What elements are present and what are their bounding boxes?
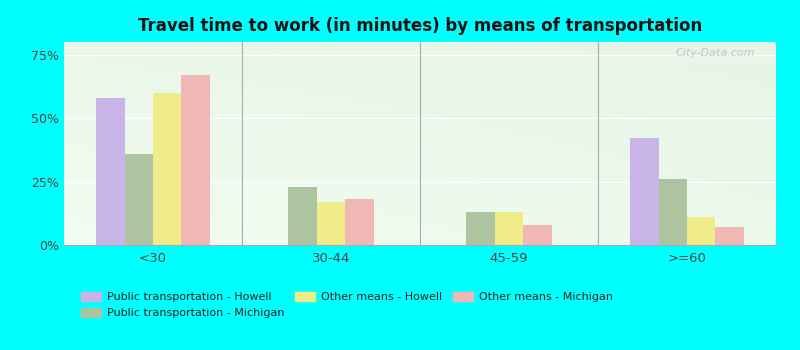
- Bar: [715, 227, 744, 245]
- Bar: [346, 199, 374, 245]
- Bar: [494, 212, 523, 245]
- Legend: Public transportation - Howell, Public transportation - Michigan, Other means - : Public transportation - Howell, Public t…: [77, 287, 617, 322]
- Title: Travel time to work (in minutes) by means of transportation: Travel time to work (in minutes) by mean…: [138, 17, 702, 35]
- Bar: [125, 154, 153, 245]
- Bar: [317, 202, 346, 245]
- Text: City-Data.com: City-Data.com: [675, 48, 754, 58]
- Bar: [466, 212, 494, 245]
- Bar: [630, 139, 658, 245]
- Bar: [153, 93, 182, 245]
- Bar: [288, 187, 317, 245]
- Bar: [523, 225, 552, 245]
- Bar: [182, 75, 210, 245]
- Bar: [658, 179, 687, 245]
- Bar: [96, 98, 125, 245]
- Bar: [687, 217, 715, 245]
